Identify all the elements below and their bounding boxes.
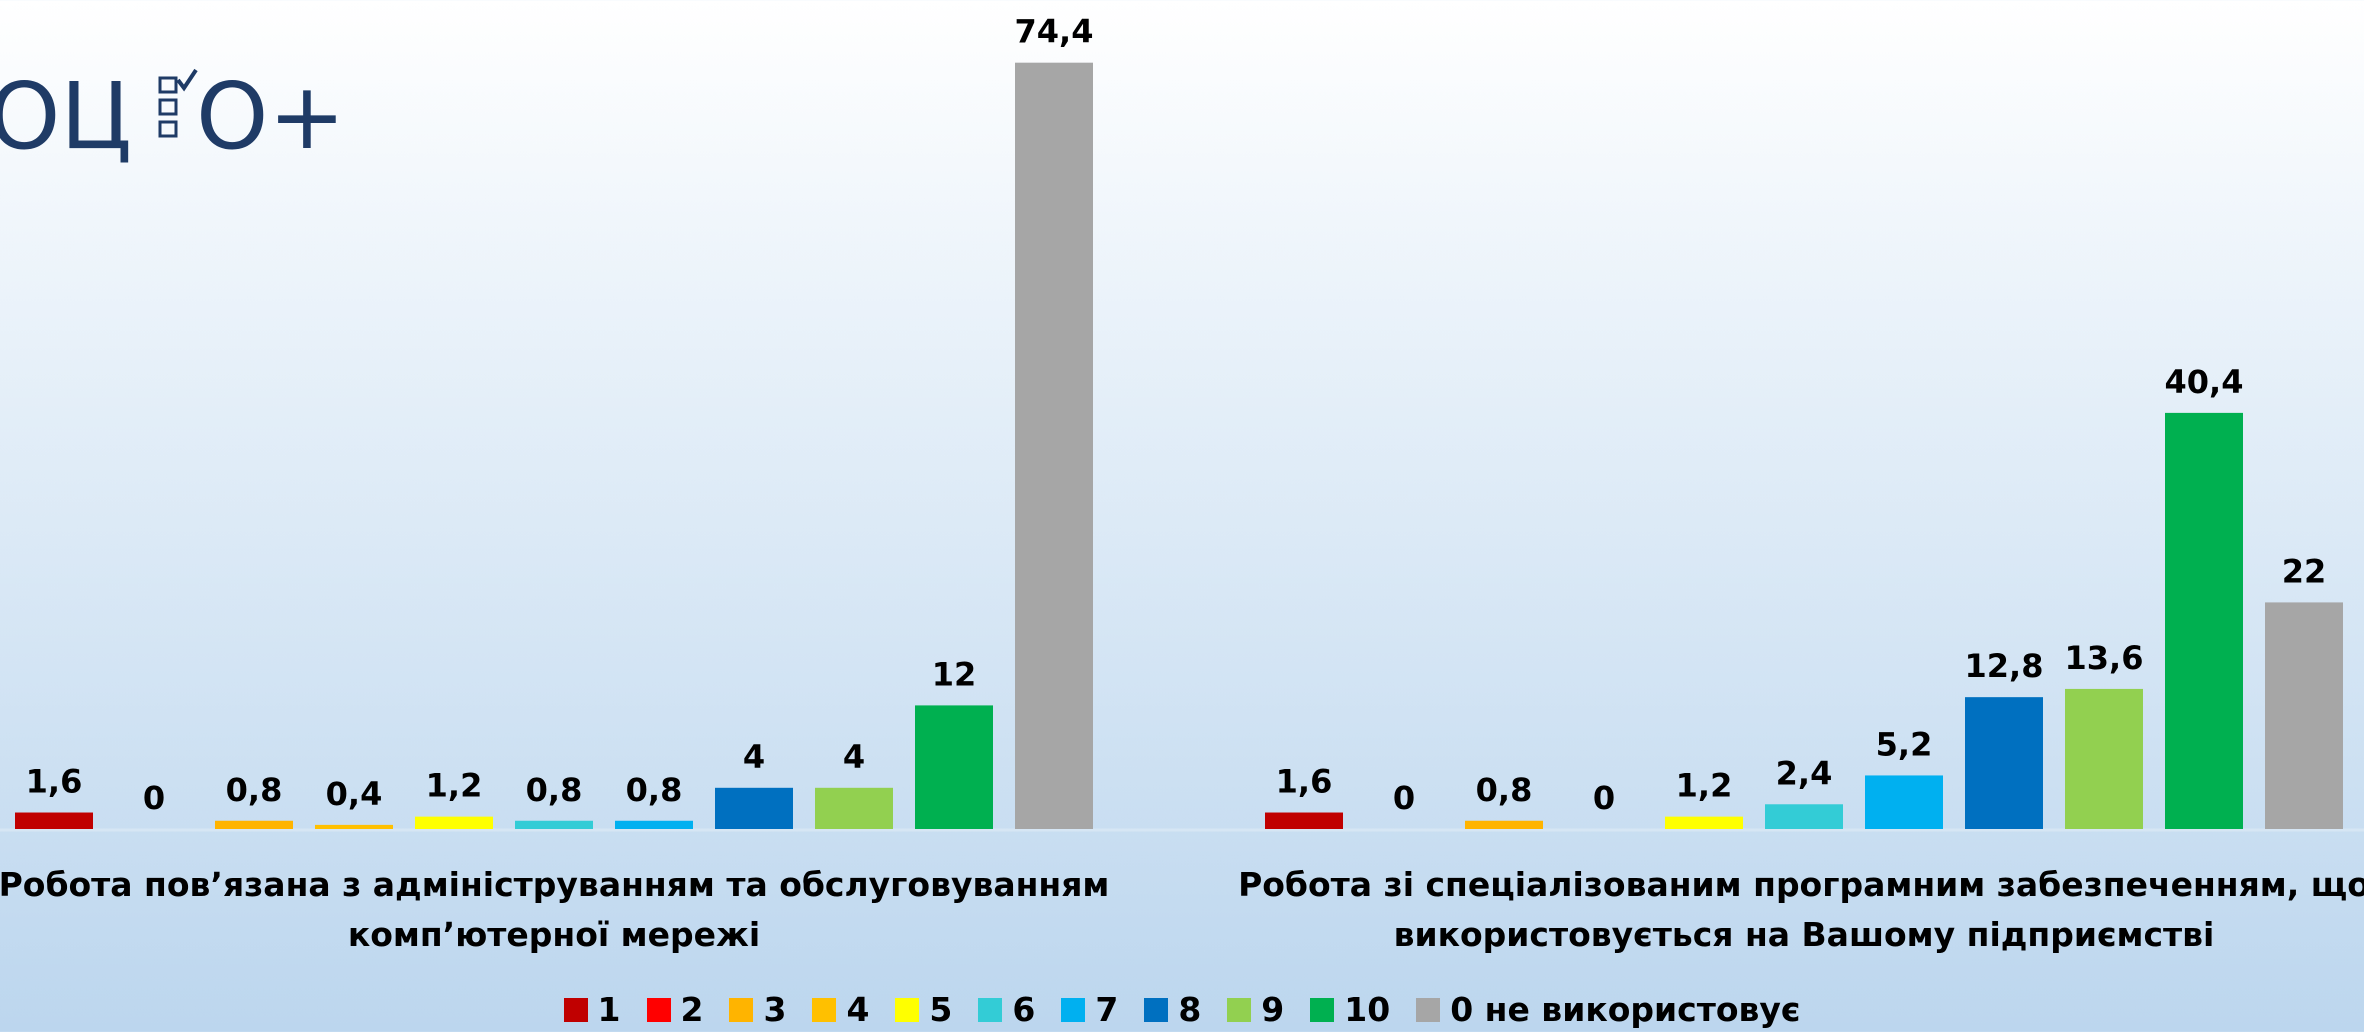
data-label: 1,6 — [1276, 763, 1333, 801]
legend-item: 4 — [812, 990, 869, 1029]
legend-label: 2 — [680, 990, 704, 1029]
legend-label: 0 не використовує — [1450, 990, 1801, 1029]
legend-item: 3 — [729, 990, 786, 1029]
data-label: 40,4 — [2165, 363, 2244, 401]
legend-label: 7 — [1095, 990, 1119, 1029]
legend-swatch — [1227, 997, 1252, 1022]
bar — [415, 816, 493, 829]
legend-swatch — [978, 997, 1003, 1022]
bar — [1765, 804, 1843, 829]
data-label: 0 — [1393, 779, 1415, 817]
bar — [2065, 688, 2143, 829]
bar — [715, 787, 793, 829]
legend-swatch — [1061, 997, 1086, 1022]
bar — [815, 787, 893, 829]
bar — [1265, 812, 1343, 829]
data-label: 2,4 — [1776, 754, 1833, 792]
data-label: 1,6 — [26, 763, 83, 801]
bar — [515, 820, 593, 829]
legend-swatch — [729, 997, 754, 1022]
data-label: 0 — [1593, 779, 1615, 817]
data-label: 22 — [2282, 552, 2327, 590]
legend-label: 5 — [929, 990, 953, 1029]
logo-check — [176, 68, 198, 92]
logo: ОЦ О+ — [0, 63, 346, 170]
bar — [1465, 820, 1543, 829]
data-label: 0,8 — [526, 771, 583, 809]
data-label: 74,4 — [1015, 13, 1094, 51]
legend-swatch — [646, 997, 671, 1022]
logo-box — [158, 98, 178, 116]
legend-label: 3 — [763, 990, 787, 1029]
legend-item: 5 — [895, 990, 952, 1029]
data-label: 5,2 — [1876, 725, 1933, 763]
bar — [2265, 602, 2343, 829]
data-label: 12 — [932, 655, 977, 693]
legend-label: 1 — [597, 990, 621, 1029]
data-label: 0,8 — [1476, 771, 1533, 809]
legend-item: 2 — [646, 990, 704, 1029]
data-label: 13,6 — [2065, 639, 2144, 677]
bar — [1665, 816, 1743, 829]
bar — [915, 705, 993, 829]
legend-swatch — [1416, 997, 1441, 1022]
legend-swatch — [812, 997, 837, 1022]
data-label: 0,4 — [326, 775, 383, 813]
category-label: Робота зі спеціалізованим програмним заб… — [1238, 865, 2364, 954]
legend-swatch — [895, 997, 920, 1022]
bar — [215, 820, 293, 829]
legend-label: 10 — [1344, 990, 1391, 1029]
data-label: 0 — [143, 779, 165, 817]
legend-item: 8 — [1144, 990, 1201, 1029]
data-label: 1,2 — [426, 767, 483, 805]
bar — [1965, 697, 2043, 829]
data-label: 12,8 — [1965, 647, 2044, 685]
bar — [1015, 62, 1093, 830]
legend-label: 6 — [1012, 990, 1036, 1029]
legend-item: 6 — [978, 990, 1035, 1029]
legend-label: 9 — [1261, 990, 1285, 1029]
legend-label: 4 — [846, 990, 870, 1029]
legend-item: 0 не використовує — [1416, 990, 1800, 1029]
legend-item: 1 — [563, 990, 621, 1029]
bar — [2165, 412, 2243, 829]
data-label: 4 — [843, 738, 865, 776]
legend-swatch — [1310, 997, 1335, 1022]
legend-item: 10 — [1310, 990, 1390, 1029]
data-label: 0,8 — [626, 771, 683, 809]
bar — [1865, 775, 1943, 829]
data-label: 0,8 — [226, 771, 283, 809]
legend-swatch — [563, 997, 588, 1022]
logo-text: ОЦ — [0, 63, 132, 170]
category-label: Робота пов’язана з адмініструванням та о… — [0, 865, 1110, 954]
logo-text: О+ — [196, 63, 346, 170]
legend: 1 2 3 4 5 6 7 8 9 10 0 не використовує — [0, 990, 2364, 1029]
data-label: 4 — [743, 738, 765, 776]
legend-swatch — [1144, 997, 1169, 1022]
logo-box — [158, 120, 178, 138]
data-label: 1,2 — [1676, 767, 1733, 805]
legend-label: 8 — [1178, 990, 1202, 1029]
bar — [315, 824, 393, 829]
bar — [15, 812, 93, 829]
legend-item: 9 — [1227, 990, 1284, 1029]
logo-box — [158, 76, 178, 94]
legend-item: 7 — [1061, 990, 1118, 1029]
bar — [615, 820, 693, 829]
